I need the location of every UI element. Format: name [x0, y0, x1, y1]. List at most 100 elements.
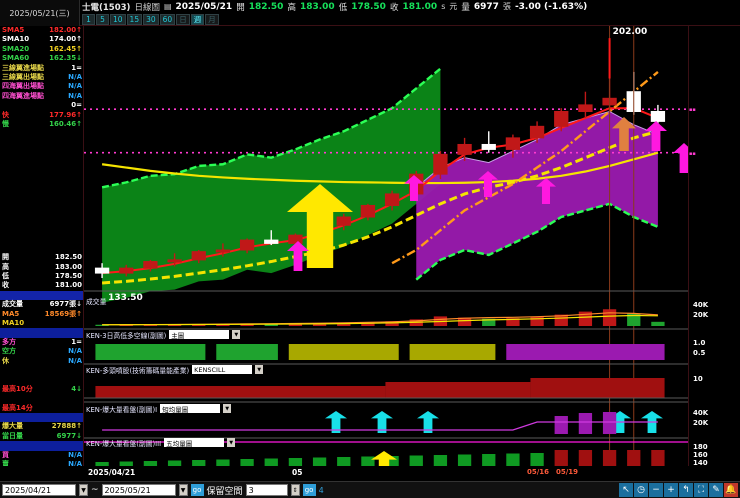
clock-icon[interactable]: ◷	[634, 483, 648, 497]
ohlc-row-收-label: 收	[2, 281, 9, 290]
date-from-input[interactable]: 2025/04/21	[2, 484, 76, 496]
chart-canvas[interactable]: 202.00 133.50 成交量 KEN-3日高低多空線(副圖) 主圖 ▼ KEN-多…	[84, 26, 688, 466]
chart-svg[interactable]: 202.00 133.50	[84, 26, 688, 466]
kenmulti-sub2	[0, 394, 83, 403]
date-to-input[interactable]: 2025/05/21	[101, 484, 176, 496]
panel-tick-9: 140	[693, 459, 708, 467]
high-value: 183.00	[299, 1, 335, 12]
fastslow-row-快: 快 177.96↑	[0, 111, 83, 120]
period-button-月[interactable]: 月	[205, 14, 219, 25]
bell-icon[interactable]: 🔔	[724, 483, 738, 497]
ma-row-SMA10-value: 174.00↑	[49, 35, 82, 44]
period-button-30[interactable]: 30	[143, 14, 159, 25]
ma-row-SMA5-value: 182.00↑	[49, 26, 82, 34]
kenbig2-row-0-label: 買	[2, 450, 9, 459]
minus-icon[interactable]: −	[649, 483, 663, 497]
period-button-group[interactable]: 1 5 10 15 30 60 日週月	[82, 14, 219, 25]
panel-select-kenbig2[interactable]: 五均量圖	[164, 438, 225, 448]
kenmulti-row1-value: 4↓	[71, 384, 82, 393]
date-tab[interactable]: 2025/05/21(三)	[0, 0, 80, 26]
cursor-arrow-icon[interactable]: ↖	[619, 483, 633, 497]
reserve-space-input[interactable]: 3	[245, 484, 288, 496]
period-button-1[interactable]: 1	[82, 14, 95, 25]
period-button-10[interactable]: 10	[110, 14, 126, 25]
period-button-60[interactable]: 60	[159, 14, 176, 25]
panel-header-kenbig2[interactable]: KEN-爆大量看盤(副圖)III 五均量圖 ▼	[86, 437, 236, 448]
vol-row-1-value: 18569張↑	[44, 309, 82, 318]
panel-select-ken3[interactable]: 主圖	[169, 330, 230, 340]
kenmulti-row1: 最高10分 4↓	[0, 385, 83, 394]
unit-yuan: 元	[449, 2, 458, 11]
pencil-icon[interactable]: ✎	[709, 483, 723, 497]
time-axis: 2025/04/21 05 05/16 05/19	[0, 466, 740, 481]
fastslow-row-慢: 慢 160.46↑	[0, 120, 83, 129]
go2-button[interactable]: go	[302, 484, 316, 496]
ken-power-value: 0=	[71, 101, 82, 110]
volume-value: 6977	[473, 1, 499, 12]
crop-icon[interactable]: ⛶	[694, 483, 708, 497]
panel-header-volume[interactable]: 成交量	[86, 295, 106, 306]
date-from-dropdown-icon[interactable]: ▼	[79, 484, 88, 496]
period-button-15[interactable]: 15	[126, 14, 143, 25]
date-to-dropdown-icon[interactable]: ▼	[178, 484, 188, 496]
ma-row-SMA60-label: SMA60	[2, 54, 30, 63]
go-button[interactable]: go	[190, 484, 204, 496]
signal-row-0-value: 1=	[71, 63, 82, 72]
period-button-日[interactable]: 日	[176, 14, 190, 25]
bottom-control-bar[interactable]: 2025/04/21 ▼ ~ 2025/05/21 ▼ go 保留空間 3 ⇕ …	[0, 481, 740, 498]
volume-unit: 張	[502, 2, 511, 11]
ken3-row-0-label: 多方	[2, 337, 16, 346]
period-button-週[interactable]: 週	[190, 14, 205, 25]
panel-header-ken3[interactable]: KEN-3日高低多空線(副圖) 主圖 ▼	[86, 329, 241, 340]
ohlc-row-高-label: 高	[2, 262, 9, 271]
volume-label: 量	[461, 2, 470, 13]
trough-price-label: 133.50	[108, 293, 143, 303]
ohlc-row-低-label: 低	[2, 272, 9, 281]
cursor-label-2: 05/19	[556, 468, 579, 476]
signal-row-1: 三線翼出場點 N/A	[0, 73, 83, 82]
left-indicator-panel: SMA5 182.00↑ SMA10 174.00↑ SMA20 162.45↑…	[0, 26, 84, 466]
kenbig2-title	[0, 441, 83, 451]
undo-icon[interactable]: ↰	[679, 483, 693, 497]
signal-row-2: 四海翼出場點 N/A	[0, 82, 83, 91]
ohlc-row-高: 高 183.00	[0, 263, 83, 272]
quote-line: 士電(1503) 日線圖 ▤ 2025/05/21 開 182.50 高 183…	[82, 0, 587, 13]
ken3-row-1-label: 空方	[2, 347, 16, 356]
panel-header-kenbig1[interactable]: KEN-爆大量看盤(副圖)I 短均量圖 ▼	[86, 403, 232, 414]
panel-tick-4: 10	[693, 375, 703, 383]
vol-row-1: MA5 18569張↑	[0, 310, 83, 319]
panel-tick-8: 160	[693, 451, 708, 459]
panel-select-arrow-kenvol[interactable]: ▼	[255, 365, 264, 374]
panel-tick-5: 40K	[693, 409, 709, 417]
fastslow-row-快-label: 快	[2, 110, 9, 119]
signal-row-1-value: N/A	[68, 72, 82, 81]
date-range-tilde: ~	[91, 485, 99, 495]
ken3-row-1: 空方 N/A	[0, 347, 83, 356]
ma-row-SMA60-value: 162.35↓	[49, 54, 82, 63]
panel-select-kenbig1[interactable]: 短均量圖	[160, 404, 221, 414]
calendar-icon: ▤	[163, 2, 172, 11]
reserve-space-label: 保留空間	[206, 486, 243, 497]
panel-select-arrow-kenbig2[interactable]: ▼	[227, 438, 236, 447]
reserve-spinner-icon[interactable]: ⇕	[290, 484, 300, 496]
signal-row-3-label: 四海翼進場點	[2, 91, 44, 100]
panel-select-arrow-ken3[interactable]: ▼	[232, 330, 241, 339]
vol-row-1-label: MA5	[2, 309, 20, 318]
panel-header-kenvol[interactable]: KEN-多頭噴股(技術籌碼量能產業) KENSCILL ▼	[86, 364, 264, 375]
symbol-label[interactable]: 士電(1503)	[82, 2, 131, 13]
fastslow-row-慢-label: 慢	[2, 119, 9, 128]
kenbig1-row-1-value: 6977↓	[56, 431, 82, 440]
close-label: 收	[389, 2, 399, 13]
panel-select-kenvol[interactable]: KENSCILL	[192, 365, 253, 374]
price-highlight-0	[689, 105, 697, 113]
ohlc-row-開-value: 182.50	[54, 253, 82, 262]
panel-select-arrow-kenbig1[interactable]: ▼	[223, 404, 232, 413]
panel-tick-0: 40K	[693, 301, 709, 309]
vol-row-2-label: MA10	[2, 319, 25, 328]
plus-icon[interactable]: +	[664, 483, 678, 497]
period-button-5[interactable]: 5	[96, 14, 109, 25]
ken3-row-2: 休 N/A	[0, 357, 83, 366]
drawing-toolbar[interactable]: ↖ ◷ − + ↰ ⛶ ✎ 🔔	[619, 483, 738, 497]
price-highlight-1	[689, 149, 697, 157]
